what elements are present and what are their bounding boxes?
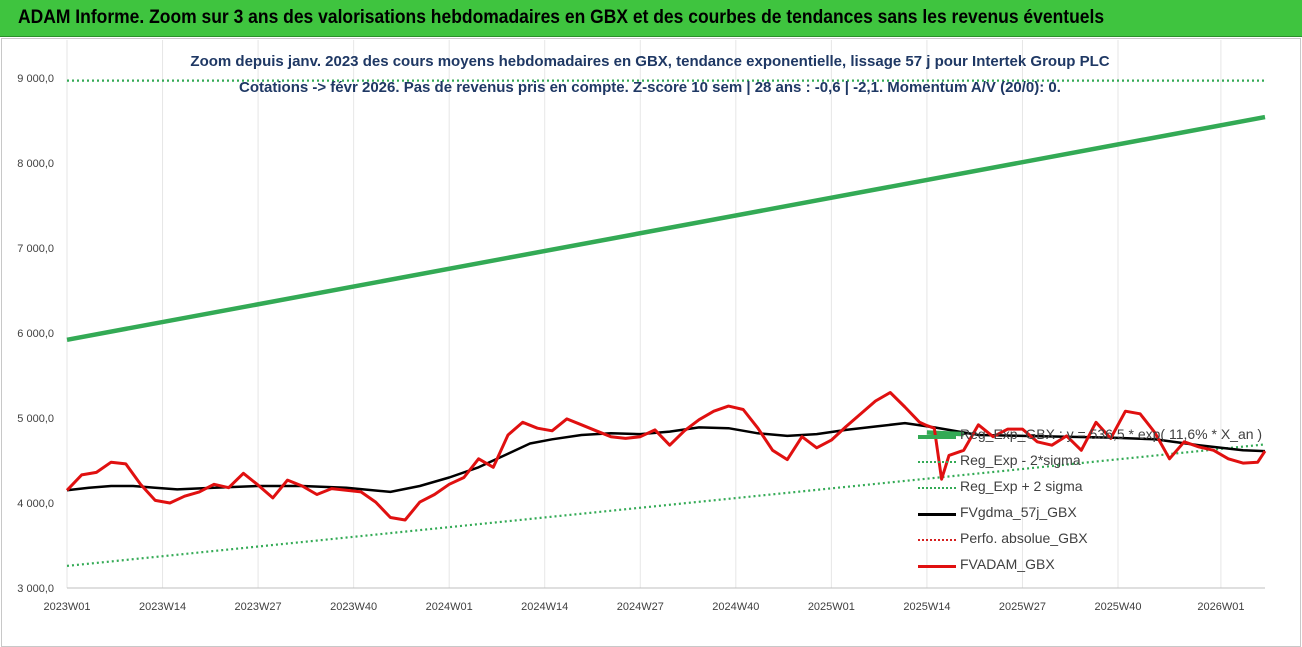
legend-swatch xyxy=(918,565,956,568)
y-tick-label: 7 000,0 xyxy=(17,243,54,255)
series-line-1 xyxy=(66,443,1266,567)
x-tick-label: 2024W01 xyxy=(426,601,473,613)
legend-item: Perfo. absolue_GBX xyxy=(918,528,1278,554)
x-tick-label: 2026W01 xyxy=(1197,601,1244,613)
legend-label: FVgdma_57j_GBX xyxy=(960,504,1077,520)
y-tick-label: 9 000,0 xyxy=(17,73,54,85)
legend-item: FVgdma_57j_GBX xyxy=(918,502,1278,528)
legend-item: FVADAM_GBX xyxy=(918,554,1278,580)
legend-swatch xyxy=(918,539,956,541)
legend-label: Reg_Exp_GBX : y = 536,5 * exp( 11,6% * X… xyxy=(960,426,1263,442)
x-tick-label: 2023W14 xyxy=(139,601,186,613)
x-tick-label: 2025W01 xyxy=(808,601,855,613)
legend-label: FVADAM_GBX xyxy=(960,556,1055,572)
series-lines xyxy=(65,79,1267,567)
x-tick-label: 2024W40 xyxy=(712,601,759,613)
legend-swatch xyxy=(918,513,956,516)
x-tick-label: 2023W01 xyxy=(43,601,90,613)
legend-label: Reg_Exp - 2*sigma xyxy=(960,452,1081,468)
chart-legend: Reg_Exp_GBX : y = 536,5 * exp( 11,6% * X… xyxy=(918,424,1278,580)
series-line-5 xyxy=(65,391,1267,522)
grid-lines xyxy=(66,40,1222,588)
y-axis-ticks: 3 000,0 4 000,0 5 000,0 6 000,0 7 000,0 8 000… xyxy=(17,73,54,595)
x-tick-label: 2025W40 xyxy=(1094,601,1141,613)
legend-label: Perfo. absolue_GBX xyxy=(960,530,1088,546)
legend-item: Reg_Exp_GBX : y = 536,5 * exp( 11,6% * X… xyxy=(918,424,1278,450)
y-tick-label: 5 000,0 xyxy=(17,413,54,425)
legend-item: Reg_Exp - 2*sigma xyxy=(918,450,1278,476)
legend-swatch xyxy=(918,461,956,463)
x-tick-label: 2024W27 xyxy=(617,601,664,613)
banner: ADAM Informe. Zoom sur 3 ans des valoris… xyxy=(0,0,1302,37)
chart-title-line1: Zoom depuis janv. 2023 des cours moyens … xyxy=(190,53,1110,70)
legend-swatch xyxy=(918,487,956,489)
legend-swatch xyxy=(918,435,956,439)
x-axis-ticks: 2023W01 2023W14 2023W27 2023W40 2024W01 2024W… xyxy=(43,601,1244,613)
x-tick-label: 2023W27 xyxy=(235,601,282,613)
y-tick-label: 4 000,0 xyxy=(17,498,54,510)
x-tick-label: 2024W14 xyxy=(521,601,568,613)
y-tick-label: 6 000,0 xyxy=(17,328,54,340)
x-tick-label: 2023W40 xyxy=(330,601,377,613)
chart-title-line2: Cotations -> févr 2026. Pas de revenus p… xyxy=(239,79,1061,96)
series-line-upper-trend xyxy=(66,114,1266,343)
banner-title: ADAM Informe. Zoom sur 3 ans des valoris… xyxy=(18,7,1105,28)
x-tick-label: 2025W27 xyxy=(999,601,1046,613)
y-tick-label: 8 000,0 xyxy=(17,158,54,170)
legend-item: Reg_Exp + 2 sigma xyxy=(918,476,1278,502)
series-line-0 xyxy=(926,430,964,437)
y-tick-label: 3 000,0 xyxy=(17,583,54,595)
legend-label: Reg_Exp + 2 sigma xyxy=(960,478,1083,494)
x-tick-label: 2025W14 xyxy=(903,601,950,613)
